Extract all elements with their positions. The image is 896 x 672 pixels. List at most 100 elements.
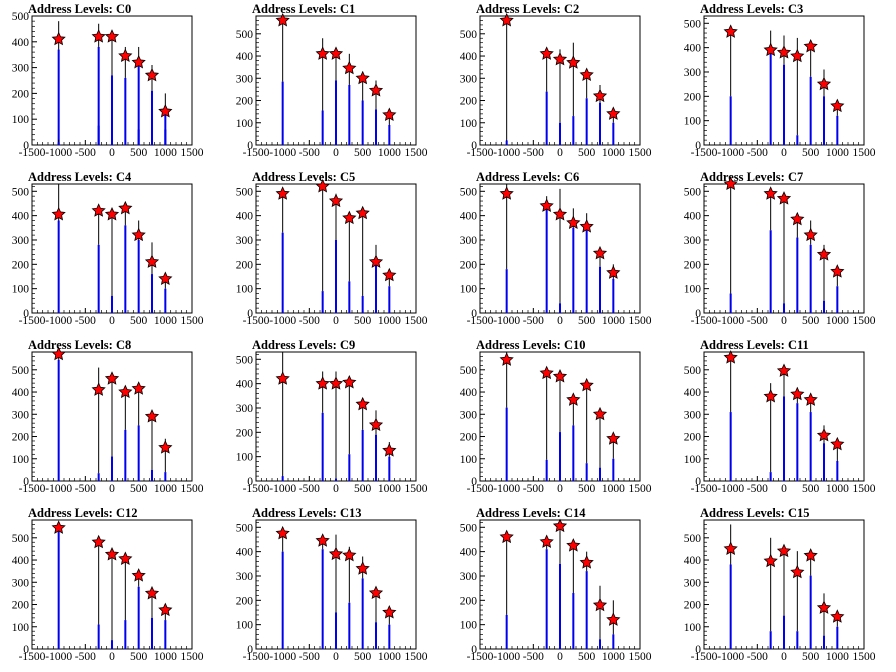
y-tick-label: 400 <box>236 547 254 559</box>
y-tick-label: 100 <box>236 452 254 464</box>
x-tick-label: -1500 <box>467 483 494 495</box>
histogram-bar <box>97 473 100 481</box>
chart-panel-6: Address Levels: C6 0 100 200 300 400 500 -1500-… <box>448 168 672 336</box>
y-tick-label: 300 <box>460 571 478 583</box>
histogram-bar <box>151 469 153 481</box>
y-tick-label: 0 <box>471 644 477 656</box>
histogram-bar <box>809 575 812 649</box>
y-tick-label: 400 <box>12 211 30 223</box>
histogram-bar <box>572 593 575 649</box>
histogram-bar <box>612 278 615 313</box>
y-tick-label: 100 <box>12 114 30 126</box>
y-tick-label: 300 <box>684 577 702 589</box>
y-tick-label: 300 <box>236 235 254 247</box>
y-tick-label: 0 <box>247 644 253 656</box>
y-tick-label: 300 <box>12 235 30 247</box>
y-tick-label: 0 <box>695 140 701 152</box>
x-tick-label: 1500 <box>629 483 652 495</box>
x-tick-label: -1000 <box>717 315 744 327</box>
chart-panel-2: Address Levels: C2 0 100 200 300 400 500 -1500-… <box>448 0 672 168</box>
y-tick-label: 0 <box>247 308 253 320</box>
y-tick-label: 100 <box>460 454 478 466</box>
histogram-bar <box>585 571 588 649</box>
x-tick-label: -1500 <box>243 483 270 495</box>
star-marker <box>606 265 621 279</box>
chart-title: Address Levels: C4 <box>28 170 132 184</box>
chart-panel-4: Address Levels: C4 0 100 200 300 400 500 -1500-… <box>0 168 224 336</box>
x-tick-label: -1500 <box>691 315 718 327</box>
y-tick-label: 200 <box>460 432 478 444</box>
y-tick-label: 500 <box>12 11 30 23</box>
x-tick-label: -1000 <box>269 483 296 495</box>
histogram-bar <box>796 135 799 145</box>
histogram-bar <box>823 443 825 481</box>
histogram-bar <box>124 429 127 481</box>
histogram-bar <box>729 96 732 145</box>
chart-title: Address Levels: C10 <box>476 338 586 352</box>
chart-svg: Address Levels: C00100200300400500-1500-… <box>12 2 204 159</box>
histogram-bar <box>585 230 588 313</box>
star-marker <box>499 12 514 27</box>
star-marker <box>51 346 66 361</box>
histogram-bar <box>572 116 575 145</box>
histogram-bar <box>281 232 284 313</box>
y-tick-label: 200 <box>236 259 254 271</box>
x-tick-label: 0 <box>333 483 339 495</box>
histogram-bar <box>559 563 561 649</box>
star-marker <box>816 600 832 614</box>
chart-svg: Address Levels: C90100200300400500-1500-… <box>236 338 428 495</box>
chart-title: Address Levels: C2 <box>476 2 579 16</box>
star-marker <box>579 67 594 81</box>
star-marker <box>91 534 106 549</box>
y-tick-label: 100 <box>684 284 702 296</box>
star-marker <box>763 42 778 57</box>
histogram-bar <box>388 624 391 649</box>
star-marker <box>790 48 805 63</box>
x-tick-label: 500 <box>130 315 148 327</box>
y-tick-label: 100 <box>460 284 478 296</box>
chart-panel-13: Address Levels: C13 0 100 200 300 400 500 -1500… <box>224 504 448 672</box>
star-marker <box>830 609 845 623</box>
y-tick-label: 400 <box>460 387 478 399</box>
x-tick-label: 1500 <box>629 315 652 327</box>
histogram-bar <box>111 456 113 481</box>
star-marker <box>539 46 554 60</box>
y-tick-label: 200 <box>460 259 478 271</box>
histogram-bar <box>505 407 508 481</box>
histogram-bar <box>505 614 508 649</box>
y-tick-label: 500 <box>684 365 702 377</box>
histogram-bar <box>612 122 615 145</box>
y-tick-label: 200 <box>12 600 30 612</box>
star-marker <box>315 376 330 390</box>
histogram-bar <box>823 96 825 145</box>
histogram-bar <box>124 620 127 649</box>
star-marker <box>579 219 594 233</box>
histogram-bar <box>836 286 839 313</box>
star-marker <box>104 371 120 385</box>
y-tick-label: 0 <box>23 476 29 488</box>
star-marker <box>592 597 608 612</box>
histogram-bar <box>545 91 548 145</box>
star-marker <box>342 60 357 75</box>
y-tick-label: 500 <box>236 186 254 198</box>
star-marker <box>592 406 608 421</box>
y-tick-label: 400 <box>684 43 702 55</box>
star-marker <box>91 29 106 43</box>
histogram-bar <box>97 624 100 649</box>
star-marker <box>131 227 146 242</box>
y-tick-label: 300 <box>236 403 254 415</box>
star-marker <box>144 67 160 82</box>
y-tick-label: 200 <box>236 96 254 108</box>
x-tick-label: 500 <box>354 315 372 327</box>
star-marker <box>131 381 146 395</box>
star-marker <box>158 602 173 617</box>
y-tick-label: 0 <box>247 476 253 488</box>
star-marker <box>566 392 581 406</box>
y-tick-label: 500 <box>236 522 254 534</box>
x-tick-label: 500 <box>578 315 596 327</box>
chart-svg: Address Levels: C40100200300400500-1500-… <box>12 170 204 327</box>
star-marker <box>158 271 173 285</box>
y-tick-label: 400 <box>684 211 702 223</box>
star-marker <box>342 210 357 225</box>
chart-panel-14: Address Levels: C14 0 100 200 300 400 500 -1500… <box>448 504 672 672</box>
